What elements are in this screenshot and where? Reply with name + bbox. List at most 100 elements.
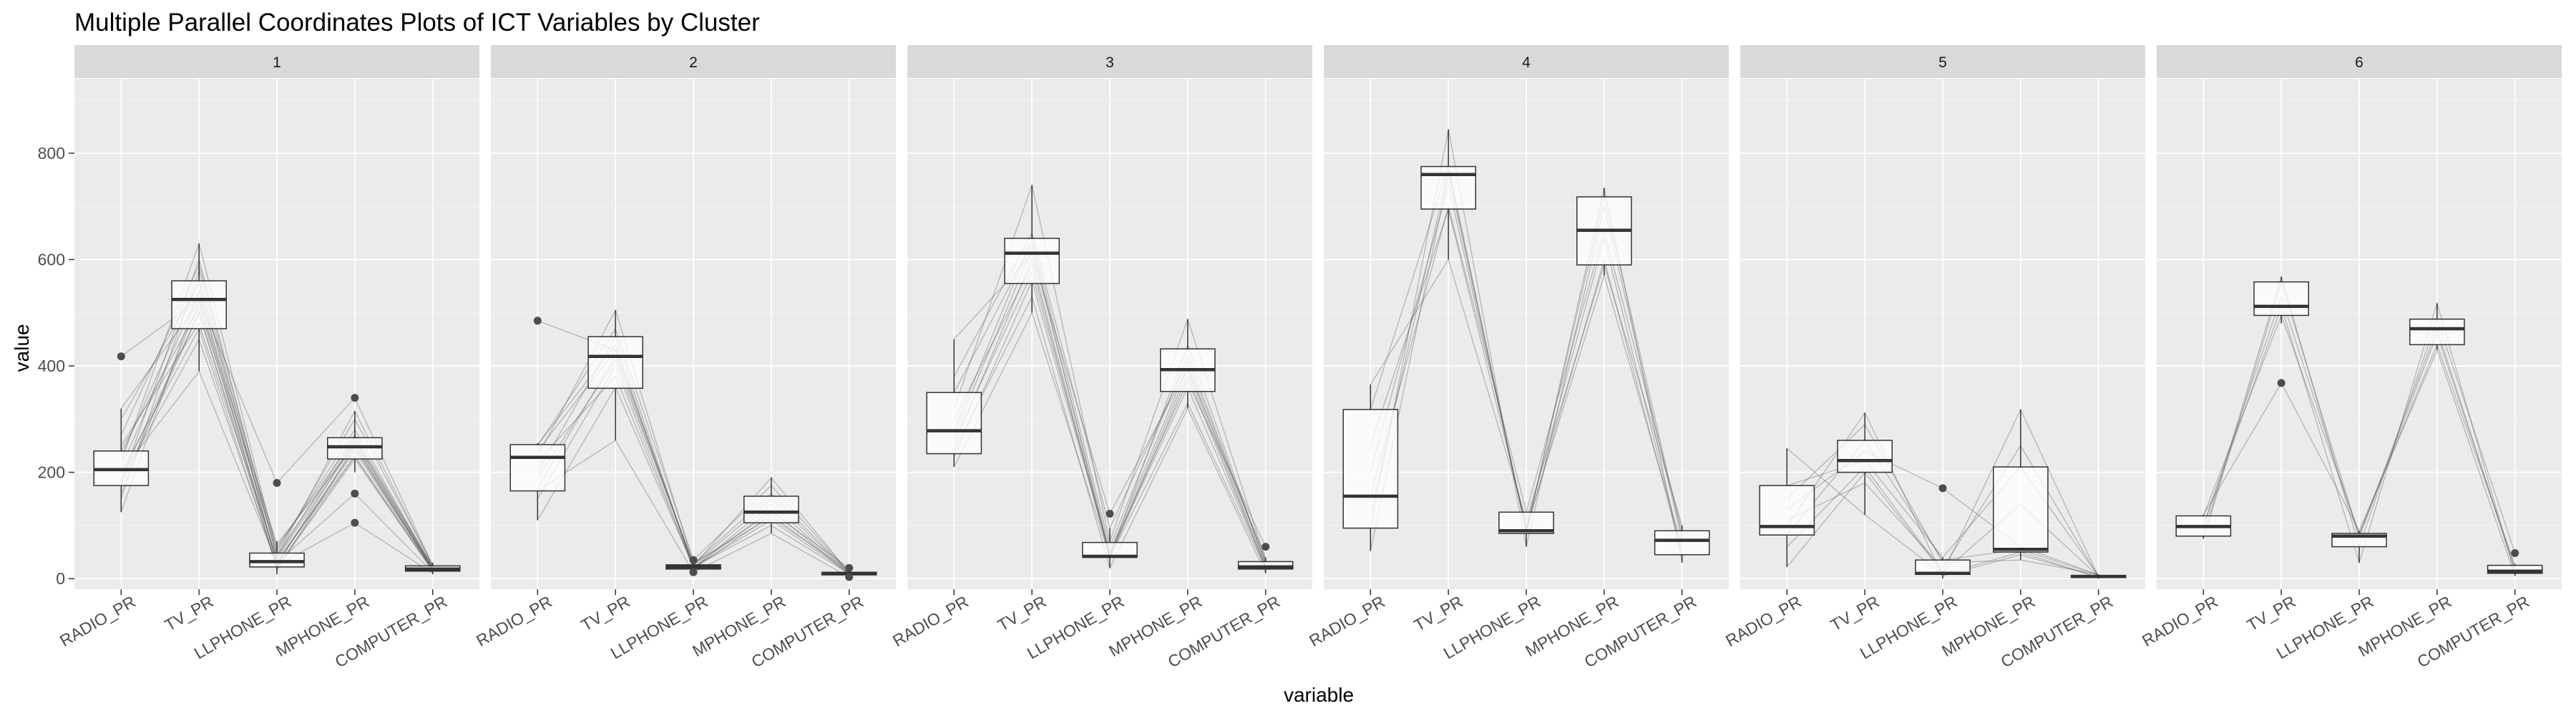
outlier-point xyxy=(2277,379,2285,387)
boxplot-MPHONE_PR xyxy=(1160,319,1216,409)
boxplot-RADIO_PR xyxy=(1342,384,1399,551)
facet-strip xyxy=(907,45,1312,78)
boxplot-MPHONE_PR xyxy=(743,478,799,534)
outlier-point xyxy=(117,352,125,361)
boxplot-LLPHONE_PR xyxy=(665,556,721,576)
boxplot-MPHONE_PR xyxy=(2409,303,2465,350)
box-iqr xyxy=(1993,466,2049,553)
boxplot-TV_PR xyxy=(171,243,227,372)
boxplot-RADIO_PR xyxy=(1759,448,1815,567)
series-line xyxy=(1370,129,1683,547)
y-tick-label: 0 xyxy=(56,569,65,588)
box-iqr xyxy=(2253,281,2309,316)
x-tick-label: TV_PR xyxy=(1410,592,1465,635)
outlier-point xyxy=(2511,548,2519,557)
boxplot-RADIO_PR xyxy=(93,352,150,513)
x-tick-label: TV_PR xyxy=(994,592,1049,635)
series-line xyxy=(953,295,1267,574)
boxplot-LLPHONE_PR xyxy=(2331,531,2387,563)
y-tick-label: 400 xyxy=(38,357,65,375)
outlier-point xyxy=(1938,484,1947,493)
outlier-point xyxy=(351,394,359,402)
series-line xyxy=(2202,301,2516,574)
x-tick-label: TV_PR xyxy=(1827,592,1882,635)
x-tick-label: RADIO_PR xyxy=(1306,592,1388,650)
outlier-point xyxy=(845,563,854,572)
facet-strip-label: 5 xyxy=(1938,54,1947,71)
y-tick-label: 800 xyxy=(38,144,65,163)
box-iqr xyxy=(743,495,799,523)
x-tick-label: RADIO_PR xyxy=(57,592,139,650)
boxplot-TV_PR xyxy=(587,310,643,441)
facet-strip-label: 6 xyxy=(2355,54,2363,71)
x-tick-label: TV_PR xyxy=(161,592,216,635)
facet-strip xyxy=(491,45,896,78)
box-iqr xyxy=(1342,409,1399,529)
boxplot-LLPHONE_PR xyxy=(1915,484,1971,579)
x-tick-label: RADIO_PR xyxy=(2139,592,2221,650)
outlier-point xyxy=(1262,543,1270,551)
box-iqr xyxy=(1654,530,1710,556)
facet-strip-label: 4 xyxy=(1522,54,1531,71)
boxplot-COMPUTER_PR xyxy=(821,563,877,581)
box-iqr xyxy=(171,280,227,329)
facet-strip-label: 2 xyxy=(689,54,698,71)
x-tick-label: RADIO_PR xyxy=(1722,592,1805,650)
boxplot-RADIO_PR xyxy=(509,316,566,521)
box-iqr xyxy=(587,336,643,390)
boxplot-COMPUTER_PR xyxy=(2070,574,2127,579)
boxplot-COMPUTER_PR xyxy=(2487,548,2543,576)
facet-strip xyxy=(2157,45,2562,78)
boxplot-LLPHONE_PR xyxy=(249,478,305,575)
boxplot-LLPHONE_PR xyxy=(1082,510,1138,569)
boxplot-COMPUTER_PR xyxy=(1654,525,1710,563)
x-tick-label: TV_PR xyxy=(2243,592,2298,635)
outlier-point xyxy=(351,489,359,498)
box-iqr xyxy=(2409,318,2465,346)
box-iqr xyxy=(1837,440,1893,473)
box-iqr xyxy=(1004,238,1060,284)
boxplot-RADIO_PR xyxy=(2175,515,2232,539)
box-iqr xyxy=(509,444,566,492)
boxplot-TV_PR xyxy=(2253,276,2309,387)
outlier-point xyxy=(1106,510,1114,518)
outlier-point xyxy=(351,518,359,527)
outlier-point xyxy=(845,573,854,581)
boxplot-TV_PR xyxy=(1004,185,1060,313)
x-axis-title: variable xyxy=(1284,684,1354,706)
facet-strip xyxy=(1324,45,1729,78)
chart-title: Multiple Parallel Coordinates Plots of I… xyxy=(74,9,760,37)
boxplot-COMPUTER_PR xyxy=(404,562,461,575)
boxplot-TV_PR xyxy=(1837,412,1893,516)
box-iqr xyxy=(2487,564,2543,574)
box-iqr xyxy=(926,392,982,455)
facet-strip xyxy=(1740,45,2145,78)
outlier-point xyxy=(689,556,698,564)
y-axis: 0 200 400 600 800 xyxy=(38,144,74,588)
boxplot-RADIO_PR xyxy=(926,339,982,468)
y-tick-label: 600 xyxy=(38,251,65,269)
boxplot-LLPHONE_PR xyxy=(1498,511,1554,547)
x-tick-label: RADIO_PR xyxy=(889,592,972,650)
y-tick-label: 200 xyxy=(38,463,65,482)
x-tick-label: TV_PR xyxy=(577,592,633,635)
y-axis-title: value xyxy=(11,324,33,372)
boxplot-MPHONE_PR xyxy=(1993,409,2049,561)
boxplot-TV_PR xyxy=(1420,129,1477,260)
boxplot-MPHONE_PR xyxy=(327,394,383,527)
x-tick-label: RADIO_PR xyxy=(473,592,555,650)
boxplot-MPHONE_PR xyxy=(1576,188,1632,276)
facet-strip-label: 3 xyxy=(1106,54,1114,71)
outlier-point xyxy=(689,568,698,576)
facet-strip xyxy=(74,45,479,78)
outlier-point xyxy=(533,316,542,325)
boxplot-COMPUTER_PR xyxy=(1237,543,1294,574)
